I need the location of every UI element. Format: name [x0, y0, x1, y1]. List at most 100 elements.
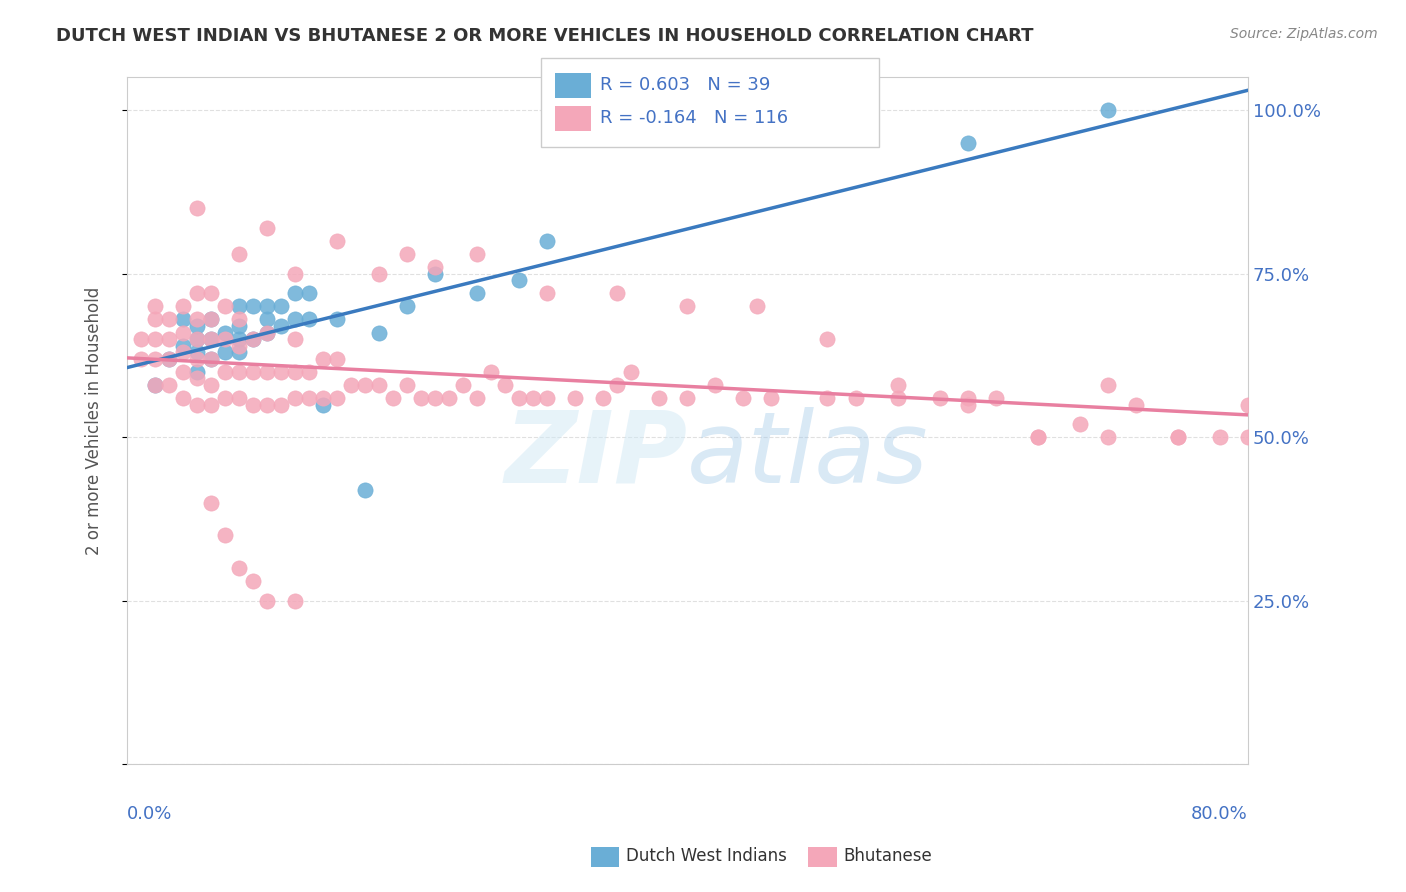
- Point: [648, 391, 671, 405]
- Point: [928, 391, 950, 405]
- Point: [298, 365, 321, 379]
- Point: [228, 318, 250, 333]
- Point: [411, 391, 433, 405]
- Point: [284, 365, 307, 379]
- Point: [676, 299, 699, 313]
- Point: [172, 299, 194, 313]
- Point: [465, 391, 488, 405]
- Point: [129, 351, 152, 366]
- Point: [298, 312, 321, 326]
- Point: [425, 260, 447, 274]
- Point: [606, 377, 628, 392]
- Point: [284, 267, 307, 281]
- Point: [312, 397, 335, 411]
- Point: [368, 326, 391, 340]
- Point: [1237, 430, 1260, 444]
- Point: [214, 365, 236, 379]
- Point: [298, 391, 321, 405]
- Point: [242, 365, 264, 379]
- Point: [200, 332, 222, 346]
- Point: [186, 397, 208, 411]
- Point: [1097, 377, 1119, 392]
- Point: [1069, 417, 1091, 431]
- Point: [228, 345, 250, 359]
- Point: [256, 397, 278, 411]
- Point: [326, 234, 349, 248]
- Point: [172, 365, 194, 379]
- Point: [200, 397, 222, 411]
- Point: [200, 351, 222, 366]
- Point: [186, 345, 208, 359]
- Point: [157, 312, 180, 326]
- Point: [761, 391, 783, 405]
- Point: [298, 286, 321, 301]
- Point: [143, 299, 166, 313]
- Point: [172, 391, 194, 405]
- Point: [1237, 397, 1260, 411]
- Point: [186, 365, 208, 379]
- Point: [465, 247, 488, 261]
- Point: [186, 332, 208, 346]
- Point: [157, 351, 180, 366]
- Text: 0.0%: 0.0%: [127, 805, 173, 823]
- Point: [214, 299, 236, 313]
- Point: [536, 391, 558, 405]
- Point: [1097, 430, 1119, 444]
- Text: DUTCH WEST INDIAN VS BHUTANESE 2 OR MORE VEHICLES IN HOUSEHOLD CORRELATION CHART: DUTCH WEST INDIAN VS BHUTANESE 2 OR MORE…: [56, 27, 1033, 45]
- Point: [186, 318, 208, 333]
- Point: [172, 326, 194, 340]
- Point: [508, 273, 530, 287]
- Point: [956, 136, 979, 150]
- Point: [200, 286, 222, 301]
- Point: [200, 312, 222, 326]
- Point: [368, 267, 391, 281]
- Text: R = -0.164   N = 116: R = -0.164 N = 116: [600, 109, 789, 127]
- Point: [284, 391, 307, 405]
- Point: [200, 312, 222, 326]
- Point: [326, 351, 349, 366]
- Point: [620, 365, 643, 379]
- Point: [228, 338, 250, 352]
- Point: [214, 391, 236, 405]
- Point: [844, 391, 866, 405]
- Point: [143, 312, 166, 326]
- Point: [956, 391, 979, 405]
- Point: [242, 574, 264, 588]
- Point: [228, 391, 250, 405]
- Point: [284, 312, 307, 326]
- Point: [270, 397, 292, 411]
- Point: [1026, 430, 1049, 444]
- Point: [143, 377, 166, 392]
- Point: [886, 391, 908, 405]
- Point: [536, 234, 558, 248]
- Point: [494, 377, 516, 392]
- Point: [1125, 397, 1147, 411]
- Point: [817, 391, 839, 405]
- Point: [284, 286, 307, 301]
- Point: [143, 332, 166, 346]
- Point: [256, 593, 278, 607]
- Point: [340, 377, 363, 392]
- Point: [200, 377, 222, 392]
- Point: [1167, 430, 1189, 444]
- Point: [747, 299, 769, 313]
- Point: [172, 338, 194, 352]
- Point: [886, 377, 908, 392]
- Point: [214, 332, 236, 346]
- Point: [256, 326, 278, 340]
- Point: [214, 326, 236, 340]
- Point: [157, 377, 180, 392]
- Point: [536, 286, 558, 301]
- Point: [437, 391, 460, 405]
- Point: [425, 391, 447, 405]
- Text: R = 0.603   N = 39: R = 0.603 N = 39: [600, 76, 770, 94]
- Point: [242, 299, 264, 313]
- Point: [508, 391, 530, 405]
- Point: [733, 391, 755, 405]
- Point: [354, 377, 377, 392]
- Point: [1097, 103, 1119, 117]
- Point: [817, 332, 839, 346]
- Point: [956, 397, 979, 411]
- Text: atlas: atlas: [688, 407, 929, 504]
- Point: [256, 365, 278, 379]
